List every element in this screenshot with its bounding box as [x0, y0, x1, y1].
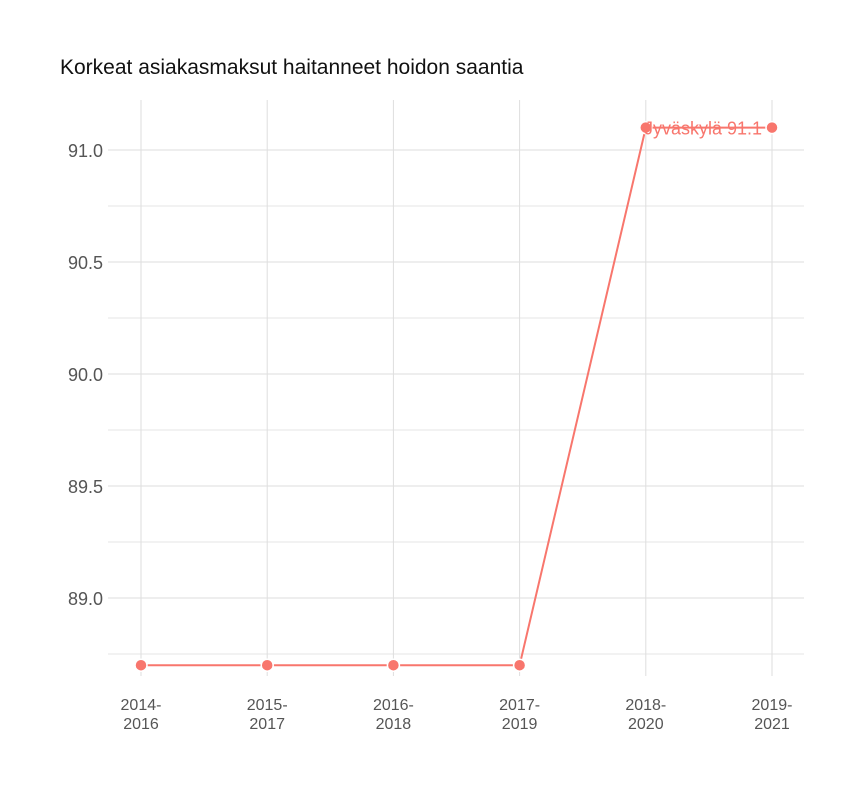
y-tick-label: 90.5: [68, 253, 103, 273]
series-end-label: Jyväskylä 91.1: [644, 119, 762, 139]
x-tick-label: 2020: [628, 716, 664, 733]
y-tick-label: 91.0: [68, 141, 103, 161]
series-layer: [134, 120, 779, 672]
x-axis: 2014- 2016 2015- 2017 2016- 2018 2017- 2019 2018…: [121, 697, 793, 733]
x-tick-label: 2016: [123, 716, 159, 733]
x-tick-label: 2021: [754, 716, 790, 733]
x-tick-label: 2017: [249, 716, 285, 733]
x-tick-label: 2019: [502, 716, 538, 733]
data-point: [134, 658, 148, 672]
data-point: [765, 120, 779, 135]
series-line: [141, 126, 772, 667]
x-tick-label: 2018: [376, 716, 412, 733]
x-tick-label: 2017-: [499, 697, 540, 714]
x-tick-label: 2018-: [625, 697, 666, 714]
data-point: [386, 658, 401, 672]
chart-title: Korkeat asiakasmaksut haitanneet hoidon …: [60, 56, 524, 79]
data-point: [512, 658, 527, 672]
x-tick-label: 2016-: [373, 697, 414, 714]
y-axis: 89.0 89.5 90.0 90.5 91.0: [68, 141, 103, 609]
y-tick-label: 89.5: [68, 477, 103, 497]
x-tick-label: 2015-: [247, 697, 288, 714]
data-point: [260, 658, 274, 672]
grid-major: [108, 100, 804, 676]
data-point: [639, 120, 653, 135]
grid-minor: [108, 205, 804, 655]
x-tick-label: 2014-: [121, 697, 162, 714]
y-tick-label: 90.0: [68, 365, 103, 385]
x-tick-label: 2019-: [752, 697, 793, 714]
annotation-layer: Jyväskylä 91.1: [644, 119, 762, 139]
y-tick-label: 89.0: [68, 589, 103, 609]
